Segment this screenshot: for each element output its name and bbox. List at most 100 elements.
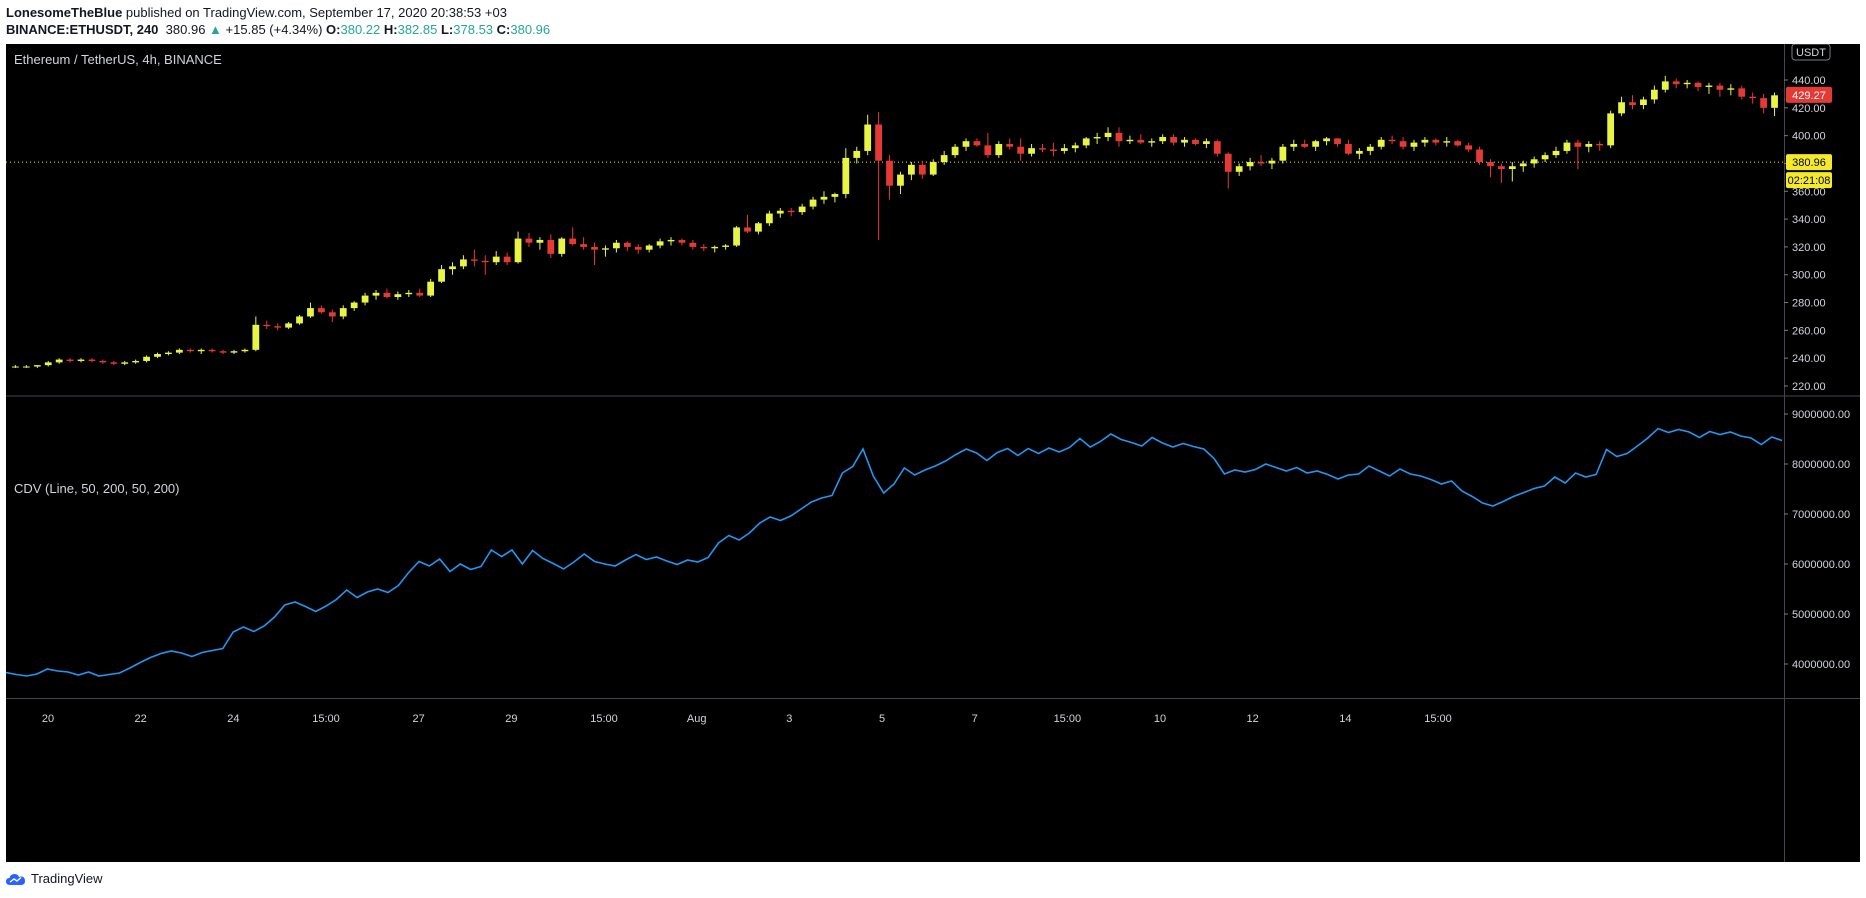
chart-frame[interactable]: 220.00 240.00 260.00 280.00 300.00 320.00 340.… [6, 44, 1860, 862]
candle-body [1224, 153, 1232, 172]
chart-canvas[interactable]: 220.00 240.00 260.00 280.00 300.00 320.00 340.… [6, 44, 1860, 862]
candle-body [547, 239, 555, 254]
candle-body [307, 308, 314, 317]
candle-body [1618, 102, 1625, 114]
candle-body [820, 196, 828, 200]
time-tick-label: 15:00 [312, 713, 340, 725]
candle-body [744, 227, 751, 232]
candle-body [634, 246, 642, 250]
candle-body [765, 213, 773, 224]
time-tick-label: 3 [786, 713, 792, 725]
candle-body [241, 349, 249, 352]
candle-body [143, 356, 150, 361]
price-tick-label: 400.00 [1792, 131, 1826, 143]
candle-body [1607, 113, 1615, 146]
published-text: published on TradingView.com, September … [125, 5, 507, 20]
close-value: 380.96 [510, 22, 551, 37]
candle-body [1585, 143, 1593, 147]
open-value: 380.22 [340, 22, 381, 37]
candle-body [66, 359, 74, 361]
price-tick-label: 420.00 [1792, 103, 1826, 115]
candle-body [1410, 142, 1418, 147]
candle-body [580, 244, 587, 247]
candle-body [842, 157, 850, 195]
countdown-label: 02:21:08 [1788, 175, 1831, 187]
candle-body [623, 242, 631, 247]
candle-body [1257, 162, 1265, 164]
price-tick-label: 260.00 [1792, 325, 1826, 337]
candle-body [973, 141, 981, 146]
time-tick-label: 15:00 [1054, 713, 1082, 725]
candle-body [1454, 141, 1462, 146]
candle-body [689, 242, 697, 247]
time-tick-label: 24 [227, 713, 239, 725]
candle-body [1443, 141, 1451, 143]
cdv-tick-label: 7000000.00 [1792, 509, 1850, 521]
candle-body [318, 308, 325, 313]
candle-body [339, 308, 347, 317]
candle-body [1640, 99, 1647, 106]
candle-body [416, 292, 424, 296]
candle-body [1268, 160, 1276, 164]
candle-body [1126, 139, 1134, 142]
price-pane-title: Ethereum / TetherUS, 4h, BINANCE [14, 52, 222, 67]
time-tick-label: 14 [1339, 713, 1351, 725]
candle-body [1148, 141, 1156, 143]
candle-body [165, 352, 172, 355]
candle-body [984, 145, 992, 156]
candle-body [918, 164, 926, 175]
candle-body [438, 269, 445, 282]
candle-body [383, 292, 391, 297]
candle-body [1760, 98, 1767, 108]
candle-body [1498, 166, 1505, 170]
candle-body [12, 366, 19, 368]
author-name[interactable]: LonesomeTheBlue [6, 5, 123, 20]
candle-body [1541, 155, 1549, 160]
candle-body [1432, 139, 1440, 143]
candle-body [1213, 141, 1221, 154]
candle-body [1060, 148, 1068, 151]
last-price-label-bg [1786, 154, 1832, 171]
currency-badge: USDT [1796, 47, 1826, 59]
candle-body [55, 359, 63, 363]
candle-body [328, 312, 336, 317]
candle-body [197, 349, 205, 352]
change-value: +15.85 (+4.34%) [225, 22, 323, 37]
price-tick-label: 340.00 [1792, 214, 1826, 226]
candle-body [361, 295, 369, 303]
candle-body [711, 246, 719, 249]
candle-body [1738, 88, 1746, 97]
candle-body [44, 362, 52, 366]
countdown-label-bg [1786, 172, 1832, 189]
candle-body [853, 150, 861, 158]
current-price-label-bg [1786, 86, 1832, 103]
candle-body [296, 316, 303, 324]
candle-body [1683, 82, 1691, 85]
candle-body [514, 238, 522, 263]
candle-body [1727, 88, 1735, 90]
close-label: C: [496, 22, 511, 37]
time-tick-label: 22 [135, 713, 147, 725]
price-tick-label: 300.00 [1792, 270, 1826, 282]
candle-body [864, 124, 872, 151]
candle-body [77, 359, 85, 361]
candle-body [591, 246, 598, 250]
candle-body [110, 362, 118, 364]
candle-body [186, 349, 194, 352]
candle-body [121, 362, 129, 364]
footer-brand[interactable]: TradingView [6, 871, 103, 886]
last-value: 380.96 [165, 22, 206, 37]
candle-body [1487, 162, 1494, 167]
time-tick-label: 20 [42, 713, 54, 725]
candle-body [1530, 159, 1538, 164]
candle-body [886, 160, 893, 186]
candle-body [875, 124, 882, 161]
candle-body [1006, 143, 1014, 147]
candle-body [350, 302, 358, 309]
candle-body [252, 324, 260, 350]
candle-body [776, 210, 784, 214]
candle-body [405, 292, 413, 295]
price-tick-label: 280.00 [1792, 298, 1826, 310]
candle-body [1203, 141, 1210, 144]
candle-body [929, 162, 937, 175]
